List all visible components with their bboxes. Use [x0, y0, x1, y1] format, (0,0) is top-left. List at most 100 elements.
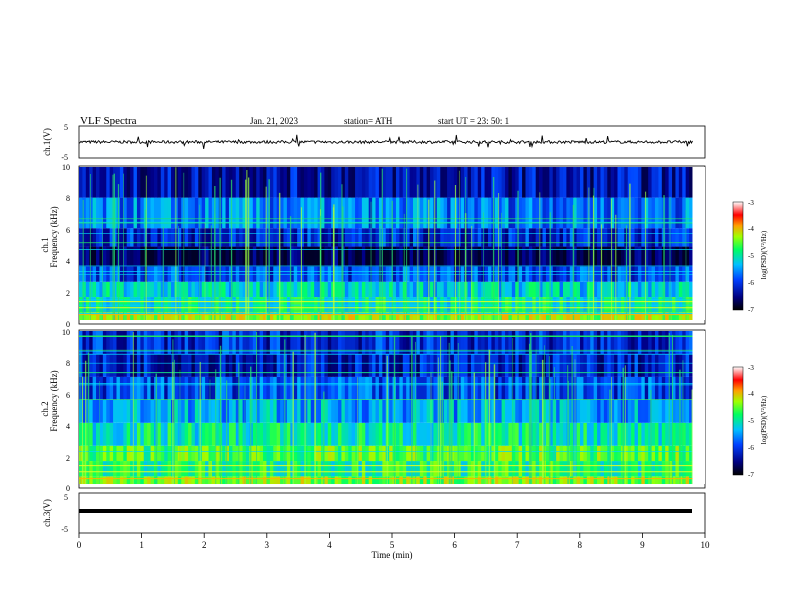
ch2-spectrogram-cell [147, 461, 151, 477]
ch2-spectrogram-cell [99, 445, 104, 462]
ch1-spectrogram-cell [239, 228, 243, 247]
ch2-spectrogram-cell [583, 399, 588, 423]
ch1-spectrogram-cell [198, 281, 203, 298]
ch1-spectrogram-cell [443, 167, 448, 198]
ch2-spectrogram-cell [430, 376, 434, 400]
ch1-spectrogram-cell [378, 228, 383, 247]
ch1-spectrogram-cell [133, 228, 138, 247]
ch1-spectrogram-cell [358, 197, 363, 229]
ch2-spectrogram-cell [515, 376, 520, 400]
ch2-spectrogram-cell [665, 476, 670, 484]
ch1-spectrogram-cell [150, 246, 155, 267]
ch1-spectrogram-cell [654, 297, 659, 313]
ch1-spectrogram-cell [433, 281, 438, 298]
ch1-spectrogram-cell [409, 167, 414, 198]
ch2-spectrogram-cell [314, 331, 318, 354]
ch2-spectrogram-cell [624, 461, 629, 477]
ch1-spectrogram-cell [242, 228, 247, 247]
ch1-spectrogram-cell [634, 297, 639, 313]
ch2-spectrogram-cell [511, 422, 516, 446]
ch1-spectrogram-cell [631, 281, 635, 298]
ch2-spectrogram-cell [562, 461, 567, 477]
ch2-spectrogram-cell [419, 353, 424, 377]
ch1-spectrogram-cell [228, 246, 233, 267]
ch2-spectrogram-cell [661, 399, 666, 423]
ch1-spectrogram-cell [562, 246, 567, 267]
ch2-spectrogram-cell [351, 331, 356, 354]
ch2-spectrogram-cell [559, 331, 564, 354]
ch2-spectrogram-cell [644, 476, 649, 484]
ch2-spectrogram-cell [443, 399, 448, 423]
ch1-spectrogram-cell [552, 281, 557, 298]
ch2-spectrogram-cell [164, 399, 169, 423]
colorbar2-tick-5: -5 [748, 417, 754, 425]
ch2-spectrogram-cell [494, 476, 499, 484]
ch1-spectrogram-cell [290, 197, 295, 229]
ch2-spectrogram-cell [682, 353, 687, 377]
ch1-spectrogram-cell [140, 167, 145, 198]
ch1-spectrogram-cell [102, 312, 107, 320]
ch1-spectrogram-cell [372, 297, 376, 313]
ch1-spectrogram-cell [651, 297, 656, 313]
ch1-spectrogram-cell [320, 297, 325, 313]
ch1-spectrogram-cell [201, 297, 206, 313]
ch2-spectrogram-cell [181, 476, 186, 484]
ch1-spectrogram-cell [167, 246, 172, 267]
ch2-spectrogram-cell [511, 476, 516, 484]
ch1-spectrogram-cell [549, 312, 554, 320]
ch1-spectrogram-cell [280, 228, 284, 247]
colorbar1-tick-4: -4 [748, 225, 754, 233]
ch1-spectrogram-cell [484, 246, 489, 267]
ch2-spectrogram-cell [259, 331, 264, 354]
ch1-spectrogram-cell [191, 167, 196, 198]
ch1-spectrogram-cell [293, 297, 298, 313]
ch2-spectrogram-cell [576, 476, 581, 484]
ch1-spectrogram-cell [590, 167, 595, 198]
ch2-spectrogram-cell [252, 399, 257, 423]
ch1-spectrogram-cell [252, 312, 257, 320]
ch1-spectrogram-cell [494, 281, 499, 298]
ch1-spectrogram-cell [614, 197, 618, 229]
ch2-spectrogram-cell [96, 399, 100, 423]
ch2-spectrogram-cell [484, 445, 489, 462]
ch1-spectrogram-cell [106, 246, 111, 267]
ch1-waveform-line [78, 134, 693, 149]
ch2-spectrogram-cell [143, 445, 148, 462]
ch2-spectrogram-cell [545, 399, 550, 423]
ch2-spectrogram-cell [556, 376, 560, 400]
ch1-spectrogram-cell [440, 197, 445, 229]
ch2-spectrogram-cell [256, 331, 261, 354]
ch1-spectrogram-cell [583, 246, 588, 267]
ch2-spectrogram-cell [477, 476, 482, 484]
ch2-spectrogram-cell [79, 331, 83, 354]
ch1-spectrogram-cell [225, 297, 230, 313]
ch1-spectrogram-cell [569, 167, 574, 198]
ch2-spectrogram-cell [464, 422, 468, 446]
ch1-spectrogram-cell [470, 197, 475, 229]
ch1-spectrogram-cell [191, 246, 196, 267]
ch1-spectrogram-cell [130, 281, 134, 298]
date-label: Jan. 21, 2023 [250, 116, 298, 126]
ch1-spectrogram-cell [453, 167, 458, 198]
ch2-spectrogram-cell [194, 476, 199, 484]
ch1-spectrogram-cell [450, 167, 455, 198]
ch1-spectrogram-cell [576, 167, 581, 198]
ch1-spectrogram-cell [82, 197, 87, 229]
ch2-spectrogram-cell [402, 399, 407, 423]
ch1-spectrogram-cell [423, 167, 428, 198]
ch2-spectrogram-cell [201, 445, 206, 462]
ch1-spectrogram-cell [525, 246, 530, 267]
ch2-spectrogram-cell [416, 331, 421, 354]
ch2-spectrogram-cell [682, 461, 687, 477]
ch2-spectrogram-cell [188, 445, 192, 462]
ch2-spectrogram-cell [624, 476, 629, 484]
ch1-spectrogram-cell [344, 167, 349, 198]
ch2-spectrogram-cell [627, 461, 632, 477]
ch1-spectrogram-cell [106, 167, 111, 198]
ch2-spectrogram-cell [351, 376, 356, 400]
ch1-spectrogram-cell [136, 246, 141, 267]
ch2-spectrogram-cell [518, 353, 523, 377]
ch1-spectrogram-cell [263, 312, 267, 320]
ch2-spectrogram-cell [205, 461, 209, 477]
ch1-spectrogram-cell [501, 246, 506, 267]
